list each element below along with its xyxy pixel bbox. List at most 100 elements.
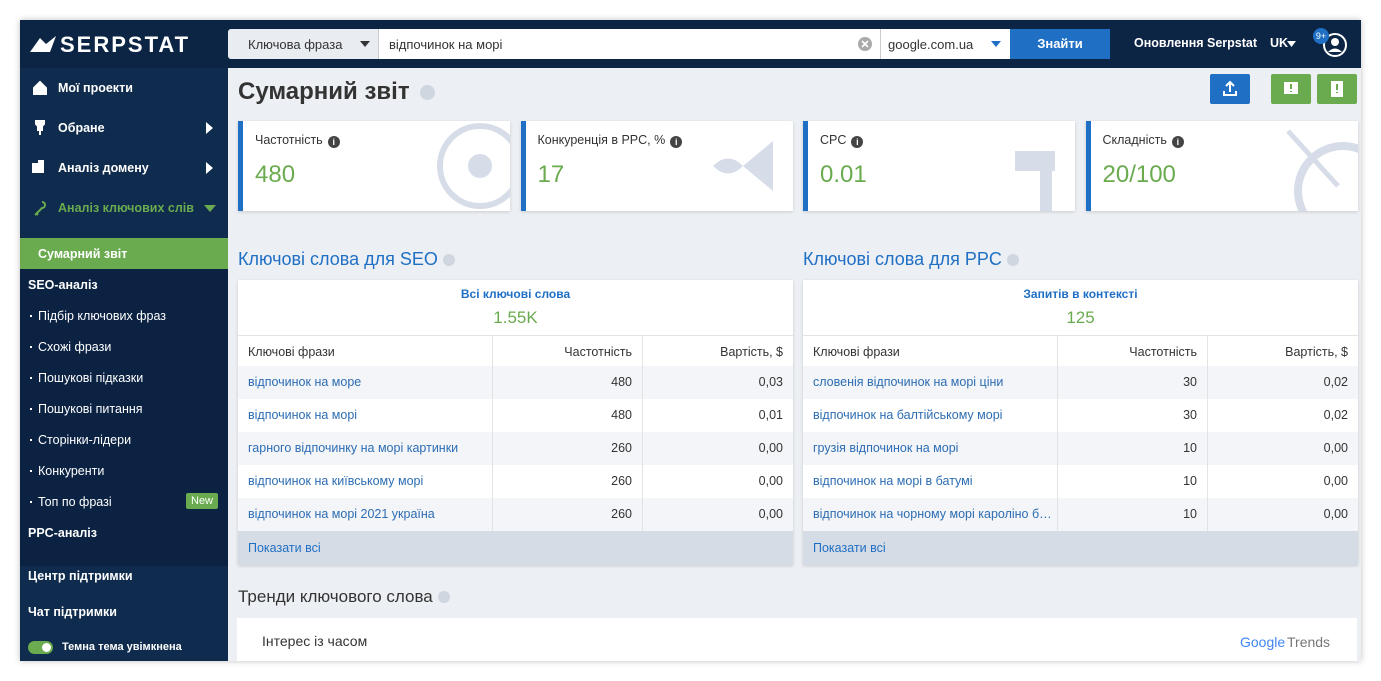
keyword-link[interactable]: відпочинок на чорному морі кароліно б…	[813, 507, 1052, 521]
expand-arrow	[206, 162, 213, 174]
show-all-link[interactable]: Показати всі	[813, 541, 886, 555]
info-icon[interactable]: i	[851, 136, 864, 148]
dropdown-arrow	[991, 41, 1001, 47]
bullet	[30, 408, 32, 410]
card-label-text: Конкуренція в PPC, %	[537, 133, 666, 147]
info-icon	[442, 254, 455, 266]
metric-card: Конкуренція в PPC, % i 17	[520, 121, 793, 211]
card-illustration	[1285, 129, 1358, 211]
info-icon[interactable]: i	[327, 136, 340, 148]
keyword-link[interactable]: словенія відпочинок на морі ціни	[813, 375, 1004, 389]
submenu-item[interactable]: Сторінки-лідери	[38, 433, 132, 447]
user-icon[interactable]	[1322, 32, 1348, 58]
export-button[interactable]	[1210, 74, 1250, 104]
toggle-knob	[42, 643, 51, 652]
divider	[803, 335, 1358, 336]
column-header: Частотність	[1057, 336, 1207, 369]
submenu-item[interactable]: Топ по фразі	[38, 495, 112, 509]
active-label: Сумарний звіт	[38, 247, 128, 261]
support-chat[interactable]: Чат підтримки	[28, 605, 117, 619]
section-title: Ключові слова для SEO	[238, 249, 455, 270]
keyword-panel: Запитів в контексті 125 Ключові фрази Часто…	[803, 280, 1358, 565]
table-cell: 0,00	[1207, 465, 1358, 498]
card-label-text: Частотність	[255, 133, 323, 147]
trends-subtitle: Інтерес із часом	[262, 633, 368, 649]
new-badge: New	[186, 493, 219, 509]
table-cell: 0,00	[642, 498, 793, 531]
summary-value: 125	[1066, 308, 1095, 327]
table-cell: 10	[1057, 432, 1207, 465]
active-item[interactable]: Сумарний звіт	[20, 238, 228, 269]
table-cell: 260	[492, 465, 642, 498]
updates-link[interactable]: Оновлення Serpstat	[1134, 36, 1258, 50]
bullet	[30, 501, 32, 503]
card-label: Складність i	[1103, 133, 1184, 148]
theme-toggle[interactable]	[28, 641, 53, 654]
app-window: SERPSTAT Ключова фраза відпочинок на мор…	[20, 20, 1361, 661]
show-all-link[interactable]: Показати всі	[248, 541, 321, 555]
keyword-link[interactable]: відпочинок на морі 2021 україна	[248, 507, 435, 521]
submenu-item[interactable]: Пошукові підказки	[38, 371, 144, 385]
top-bar: SERPSTAT Ключова фраза відпочинок на мор…	[20, 20, 1361, 68]
page-title-text: Сумарний звіт	[238, 78, 410, 105]
search-button[interactable]: Знайти	[1010, 29, 1110, 59]
table-cell: 480	[492, 399, 642, 432]
card-illustration	[712, 141, 773, 191]
section-title-text: Ключові слова для PPC	[803, 249, 1002, 269]
nav-item[interactable]: Аналіз домену	[20, 156, 228, 180]
info-icon[interactable]: i	[1171, 136, 1184, 148]
nav-item[interactable]: Аналіз ключових слів	[20, 196, 228, 220]
column-header: Ключові фрази	[813, 345, 900, 359]
help-button[interactable]	[1317, 74, 1357, 104]
search-query: відпочинок на морі	[389, 37, 503, 52]
card-label: Частотність i	[255, 133, 340, 148]
submenu-item[interactable]: Пошукові питання	[38, 402, 143, 416]
nav-label: Аналіз ключових слів	[58, 201, 194, 215]
summary-label[interactable]: Всі ключові слова	[460, 287, 571, 301]
summary-label[interactable]: Запитів в контексті	[1023, 287, 1138, 301]
bullet	[30, 470, 32, 472]
keyword-link[interactable]: грузія відпочинок на морі	[813, 441, 959, 455]
keyword-link[interactable]: відпочинок на балтійському морі	[813, 408, 1003, 422]
google-brand: Google	[1240, 634, 1286, 650]
engine-select[interactable]: google.com.ua	[880, 29, 1010, 59]
clear-icon[interactable]	[857, 36, 873, 52]
language-select[interactable]: UK	[1270, 36, 1289, 50]
keyword-link[interactable]: відпочинок на море	[248, 375, 362, 389]
bullet	[30, 377, 32, 379]
bullet	[30, 315, 32, 317]
feedback-button[interactable]	[1271, 74, 1311, 104]
column-header: Частотність	[492, 336, 642, 369]
search-input[interactable]: відпочинок на морі	[378, 29, 880, 59]
submenu-item[interactable]: Схожі фрази	[38, 340, 112, 354]
nav-item[interactable]: Обране	[20, 116, 228, 140]
metric-card: Складність i 20/100	[1085, 121, 1358, 211]
nav-item[interactable]: Мої проекти	[20, 76, 228, 100]
keyword-link[interactable]: гарного відпочинку на морі картинки	[248, 441, 459, 455]
column-header: Ключові фрази	[248, 345, 335, 359]
table-cell: 480	[492, 366, 642, 399]
section-title[interactable]: PPC-аналіз	[28, 526, 97, 540]
metric-card: Частотність i 480	[238, 121, 510, 211]
info-icon[interactable]: i	[670, 136, 683, 148]
table-footer	[238, 531, 793, 565]
logo: SERPSTAT	[60, 32, 191, 57]
table-row	[238, 498, 793, 531]
bullet	[30, 439, 32, 441]
submenu-item[interactable]: Конкуренти	[38, 464, 105, 478]
table-cell: 0,00	[642, 465, 793, 498]
keyword-link[interactable]: відпочинок на морі	[248, 408, 358, 422]
keyword-link[interactable]: відпочинок на морі в батумі	[813, 474, 973, 488]
search-type[interactable]: Ключова фраза	[228, 29, 378, 59]
table-row	[803, 465, 1358, 498]
submenu-item[interactable]: Підбір ключових фраз	[38, 309, 167, 323]
support-center[interactable]: Центр підтримки	[28, 569, 133, 583]
sidebar: Мої проекти Обране Аналіз домену Аналіз клю…	[20, 68, 228, 661]
section-title-text: Ключові слова для SEO	[238, 249, 438, 269]
trends-title-text: Тренди ключового слова	[238, 587, 433, 606]
card-value: 480	[255, 161, 296, 188]
info-icon	[1006, 254, 1019, 266]
keyword-link[interactable]: відпочинок на київському морі	[248, 474, 424, 488]
book-icon	[1331, 81, 1343, 97]
